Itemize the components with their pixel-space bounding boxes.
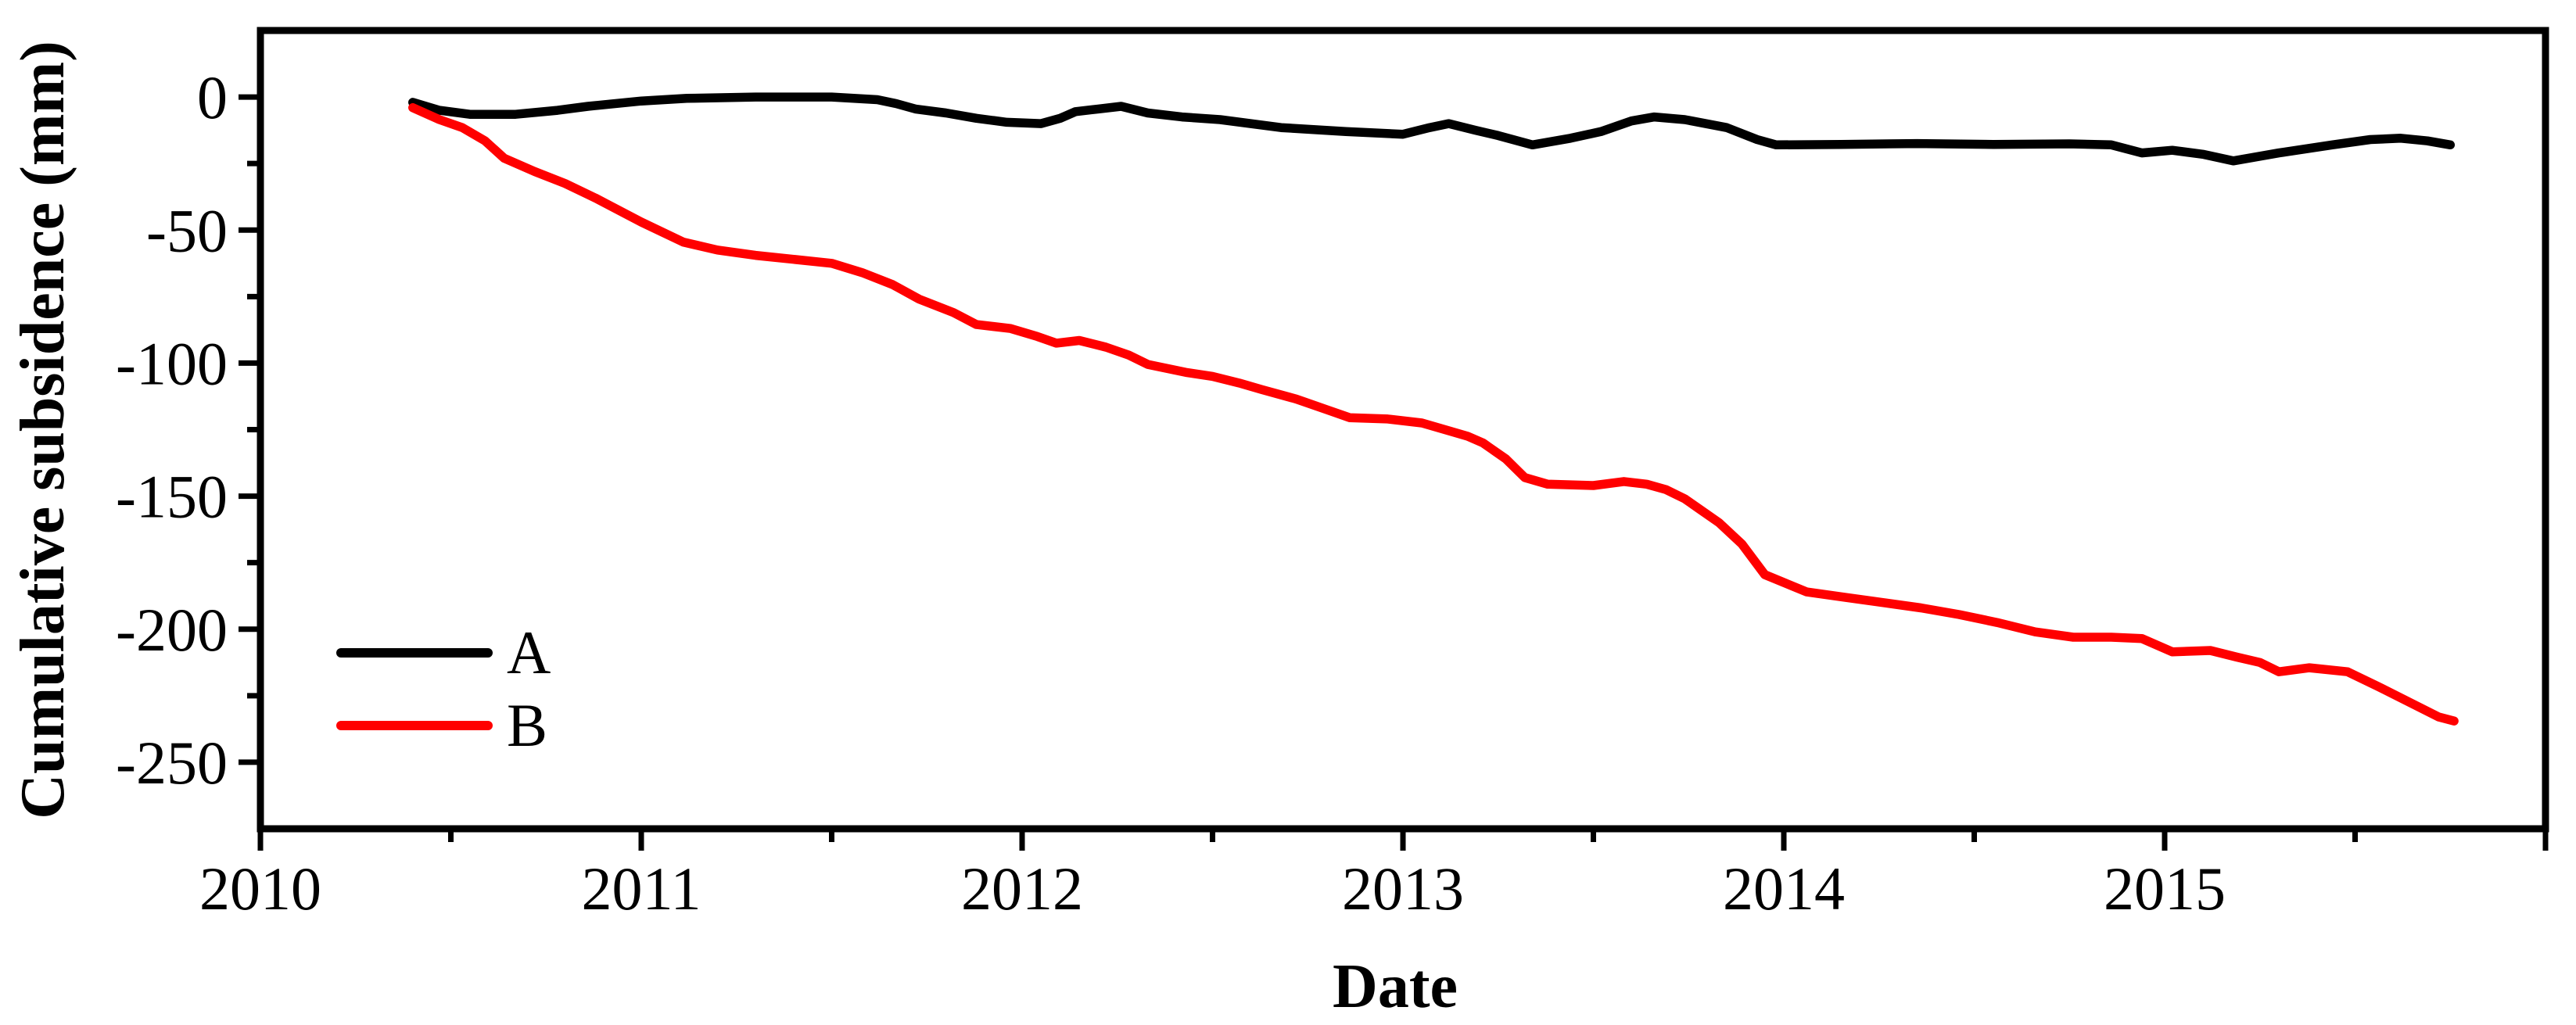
x-tick-label: 2012 [961,855,1083,923]
y-tick-label: -150 [116,463,228,531]
legend-label-b: B [507,690,548,759]
series-line-b [408,102,2459,726]
y-tick-label: -200 [116,596,228,664]
legend-label-a: A [507,618,551,686]
x-tick-label: 2015 [2104,855,2226,923]
x-tick-label: 2010 [199,855,321,923]
series-line-a [408,92,2456,166]
x-tick-label: 2014 [1723,855,1845,923]
x-tick-label: 2011 [581,855,701,923]
legend-line-swatch-a [336,647,493,658]
y-tick-label: -250 [116,729,228,797]
y-axis-title: Cumulative subsidence (mm) [9,41,77,819]
legend-item-b: B [336,689,551,762]
plot-frame [257,27,2549,833]
legend-line-swatch-b [336,720,493,730]
y-tick-label: -100 [116,329,228,397]
y-tick-label: -50 [146,196,228,264]
x-axis-title: Date [1333,952,1458,1021]
legend-item-a: A [336,616,551,689]
y-tick-label: 0 [197,63,228,131]
x-tick-label: 2013 [1342,855,1464,923]
legend: A B [336,616,551,762]
